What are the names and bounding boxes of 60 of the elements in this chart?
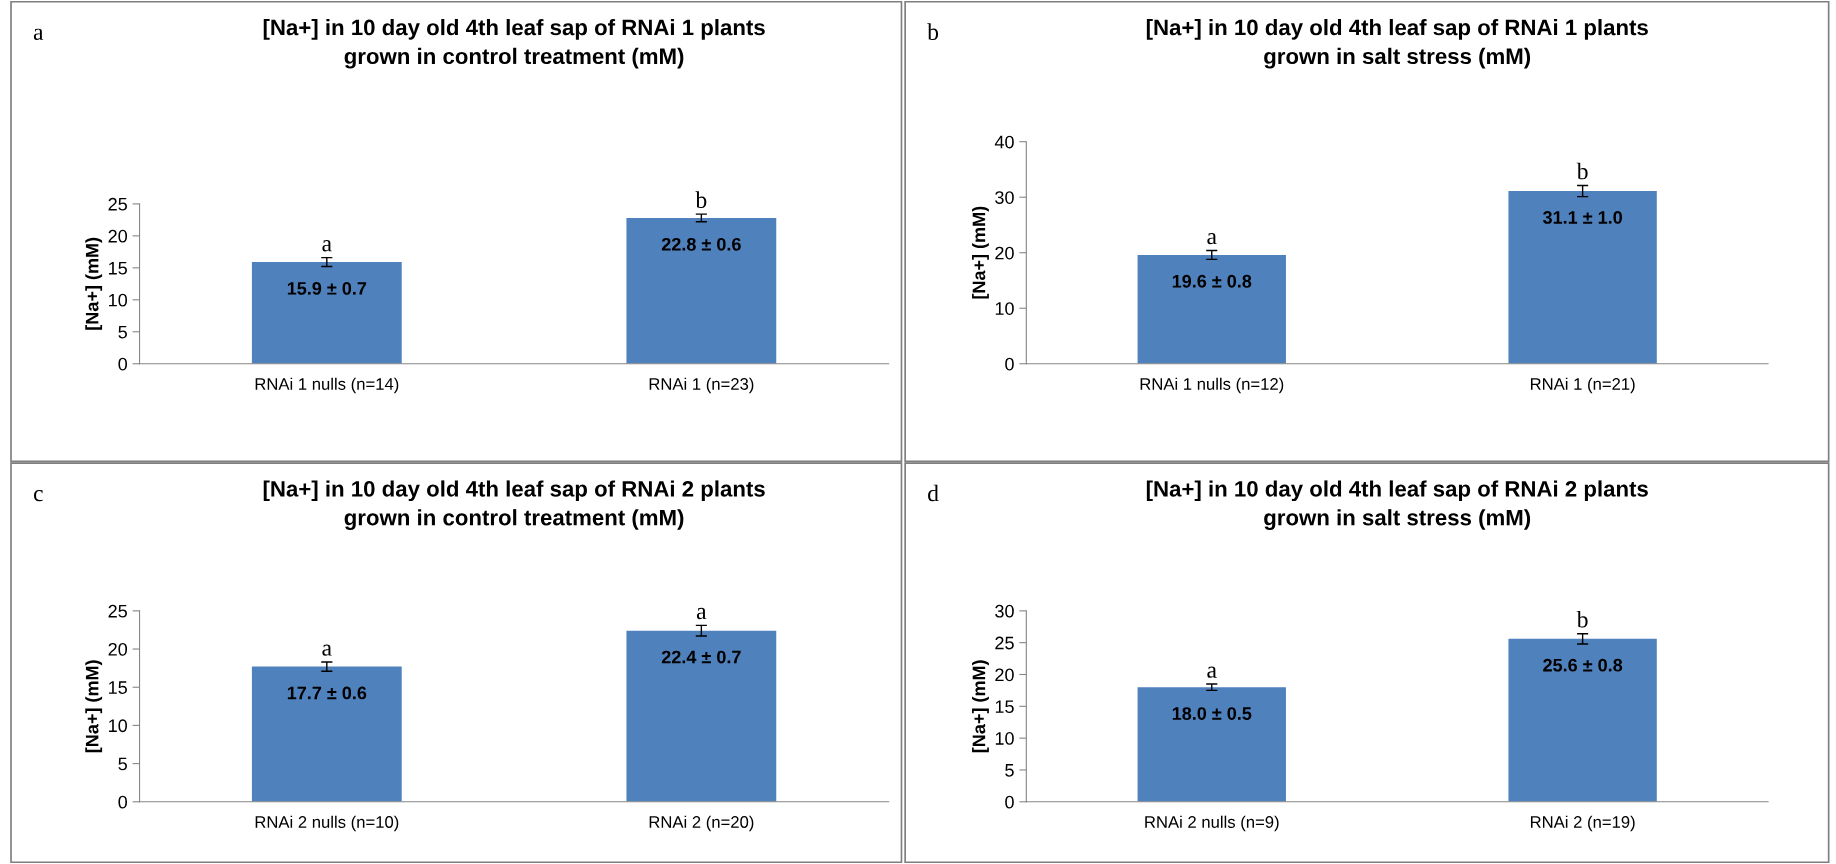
data-label: 25.6 ± 0.8 — [1543, 658, 1623, 672]
chart-title: [Na+] in 10 day old 4th leaf sap of RNAi 2 plants grown in salt stress (mM) — [1146, 480, 1648, 530]
annotation: a — [322, 240, 332, 252]
data-label: 22.4 ± 0.7 — [661, 650, 741, 664]
annotation: a — [1207, 233, 1217, 245]
chart-title: [Na+] in 10 day old 4th leaf sap of RNAi 1 plants grown in control treatment (mM) — [263, 19, 765, 69]
y-tick-label: 0 — [118, 795, 128, 809]
y-tick-label: 10 — [109, 293, 128, 307]
x-tick-label: RNAi 1 (n=23) — [649, 377, 754, 394]
y-tick-label: 20 — [108, 642, 128, 656]
data-label: 17.7 ± 0.6 — [287, 686, 367, 700]
y-tick-label: 15 — [109, 681, 127, 694]
x-tick-label: RNAi 2 nulls (n=10) — [255, 815, 399, 832]
x-tick-label: RNAi 2 nulls (n=9) — [1145, 815, 1279, 832]
data-label: 22.8 ± 0.6 — [661, 237, 741, 251]
y-tick-label: 30 — [995, 604, 1014, 618]
y-tick-label: 5 — [1005, 764, 1014, 777]
x-tick-label: RNAi 1 (n=21) — [1530, 377, 1635, 394]
annotation: b — [695, 191, 707, 208]
text: d — [928, 484, 939, 502]
y-tick-label: 20 — [995, 668, 1014, 682]
y-tick-label: 20 — [108, 229, 128, 243]
y-tick-label: 0 — [1005, 795, 1014, 809]
y-tick-label: 25 — [108, 604, 127, 618]
y-axis-title: [Na+] (mM) — [972, 206, 989, 299]
y-tick-label: 0 — [1005, 357, 1014, 371]
data-label: 19.6 ± 0.8 — [1172, 274, 1252, 288]
y-tick-label: 40 — [994, 135, 1014, 149]
annotation: a — [1207, 666, 1217, 678]
annotation: a — [696, 607, 707, 620]
chart-title: [Na+] in 10 day old 4th leaf sap of RNAi 2 plants grown in control treatment (mM) — [263, 480, 765, 530]
y-tick-label: 10 — [109, 719, 128, 733]
annotation: b — [1576, 162, 1588, 180]
y-tick-label: 0 — [118, 357, 128, 371]
chart-title: [Na+] in 10 day old 4th leaf sap of RNAi 1 plants grown in salt stress (mM) — [1146, 19, 1648, 69]
y-tick-label: 5 — [118, 757, 127, 771]
y-tick-label: 30 — [995, 191, 1014, 204]
x-tick-label: RNAi 1 nulls (n=12) — [1140, 377, 1284, 394]
text: b — [927, 23, 939, 40]
y-tick-label: 10 — [995, 302, 1014, 315]
y-tick-label: 10 — [995, 732, 1014, 745]
x-tick-label: RNAi 2 (n=20) — [649, 815, 754, 832]
y-tick-label: 25 — [995, 636, 1014, 650]
y-axis-title: [Na+] (mM) — [85, 237, 103, 330]
x-tick-label: RNAi 2 (n=19) — [1530, 815, 1635, 832]
y-tick-label: 5 — [118, 325, 127, 339]
data-label: 15.9 ± 0.7 — [287, 282, 367, 295]
y-tick-label: 20 — [995, 246, 1014, 260]
x-tick-label: RNAi 1 nulls (n=14) — [255, 377, 399, 394]
annotation: b — [1576, 610, 1588, 628]
y-tick-label: 25 — [108, 197, 127, 211]
data-label: 31.1 ± 1.0 — [1542, 211, 1622, 224]
y-tick-label: 15 — [995, 700, 1014, 714]
y-tick-label: 15 — [109, 261, 127, 275]
data-label: 18.0 ± 0.5 — [1172, 707, 1252, 720]
text: c — [33, 489, 43, 502]
y-axis-title: [Na+] (mM) — [85, 660, 103, 753]
annotation: a — [322, 644, 332, 656]
text: a — [33, 28, 44, 40]
y-axis-title: [Na+] (mM) — [972, 660, 989, 753]
